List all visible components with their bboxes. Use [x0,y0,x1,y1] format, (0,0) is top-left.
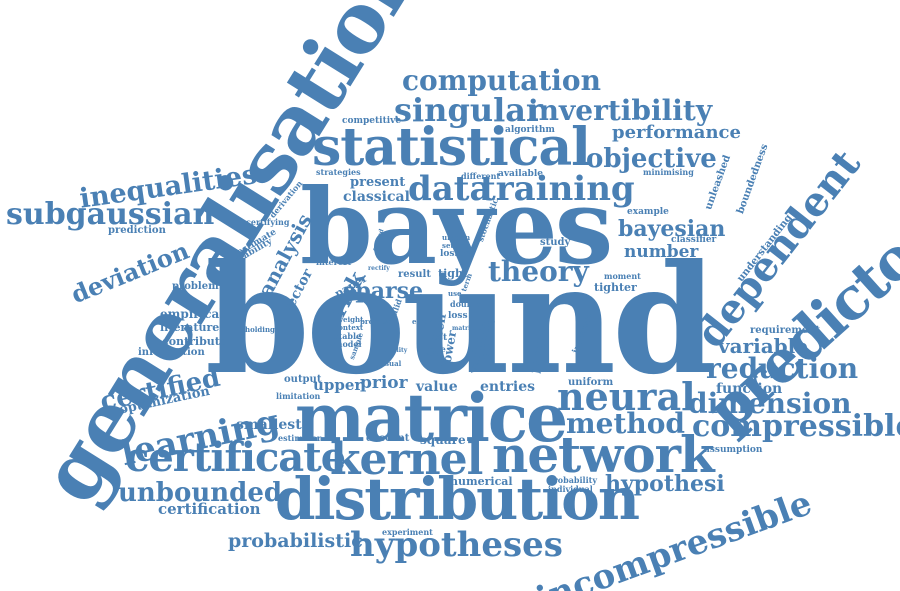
word-empirical: empirical [160,308,224,320]
word-unseen: unseen [442,234,470,241]
word-range: range [424,352,443,358]
word-loss: loss [448,312,468,321]
word-reduction: reduction [706,355,858,383]
word-number: number [624,244,698,261]
word-quality: quality [384,348,407,354]
word-algorithm: algorithm [505,126,555,135]
word-singular: singular [394,94,543,126]
word-invertibility: invertibility [528,97,712,125]
word-requirement: requirement [750,326,820,336]
word-promise: promise [360,318,392,325]
word-probability: probability [548,476,597,484]
word-theory: theory [488,258,589,286]
word-value: value [416,380,458,394]
word-double: double [450,300,480,308]
word-classical: classical [343,190,410,204]
word-use: use [448,290,461,297]
word-certifying: certifying [246,218,289,226]
word-tighter: tighter [594,282,637,293]
word-different: different [461,172,500,180]
word-study: study [540,238,570,248]
word-usual: usual [380,360,401,367]
word-smallest: smallest [236,418,302,432]
word-uniform: uniform [568,378,613,388]
word-matrix: matrix [452,326,474,332]
word-minimising: minimising [643,168,694,176]
word-entries: entries [480,380,535,394]
word-interest: interest [316,258,351,266]
word-performance: performance [612,124,741,142]
word-descent: descent [366,434,409,444]
word-method: method [566,410,685,438]
word-literature: literature [160,322,219,333]
word-prediction: prediction [108,226,166,236]
word-present: present [350,176,405,189]
word-setting: setting [442,242,470,249]
word-classifier: classifier [671,236,716,245]
word-contribute: contribute [162,336,227,347]
word-moment: moment [604,272,641,280]
word-rectify: rectify [368,266,390,272]
word-output: output [284,375,321,385]
word-example: example [627,208,669,217]
word-losses: losses [440,250,470,259]
word-boundedness: boundedness [736,143,771,215]
word-estimator: estimator [278,434,321,442]
word-problem: problem [172,282,219,292]
word-certification: certification [158,502,261,517]
word-strategies: strategies [316,168,361,176]
word-variable: variable [718,336,808,356]
word-competitive: competitive [342,117,401,126]
word-available: available [498,170,543,179]
word-result: result [398,270,431,280]
word-function: function [716,382,782,396]
word-numerical: numerical [450,476,513,487]
word-prior: prior [360,375,408,392]
word-assumption: assumption [704,446,762,455]
word-information: information [138,348,205,358]
word-context: context [334,324,363,331]
word-square: square [420,434,466,446]
word-hypothesi: hypothesi [605,473,725,495]
word-computation: computation [402,67,601,95]
word-probabilistic: probabilistic [228,532,363,551]
word-test: test [428,334,447,343]
word-individual: individual [548,485,593,493]
word-error: error [412,318,432,325]
word-limitation: limitation [276,392,320,400]
word-holding: holding [245,326,275,333]
word-experiment: experiment [382,528,433,536]
